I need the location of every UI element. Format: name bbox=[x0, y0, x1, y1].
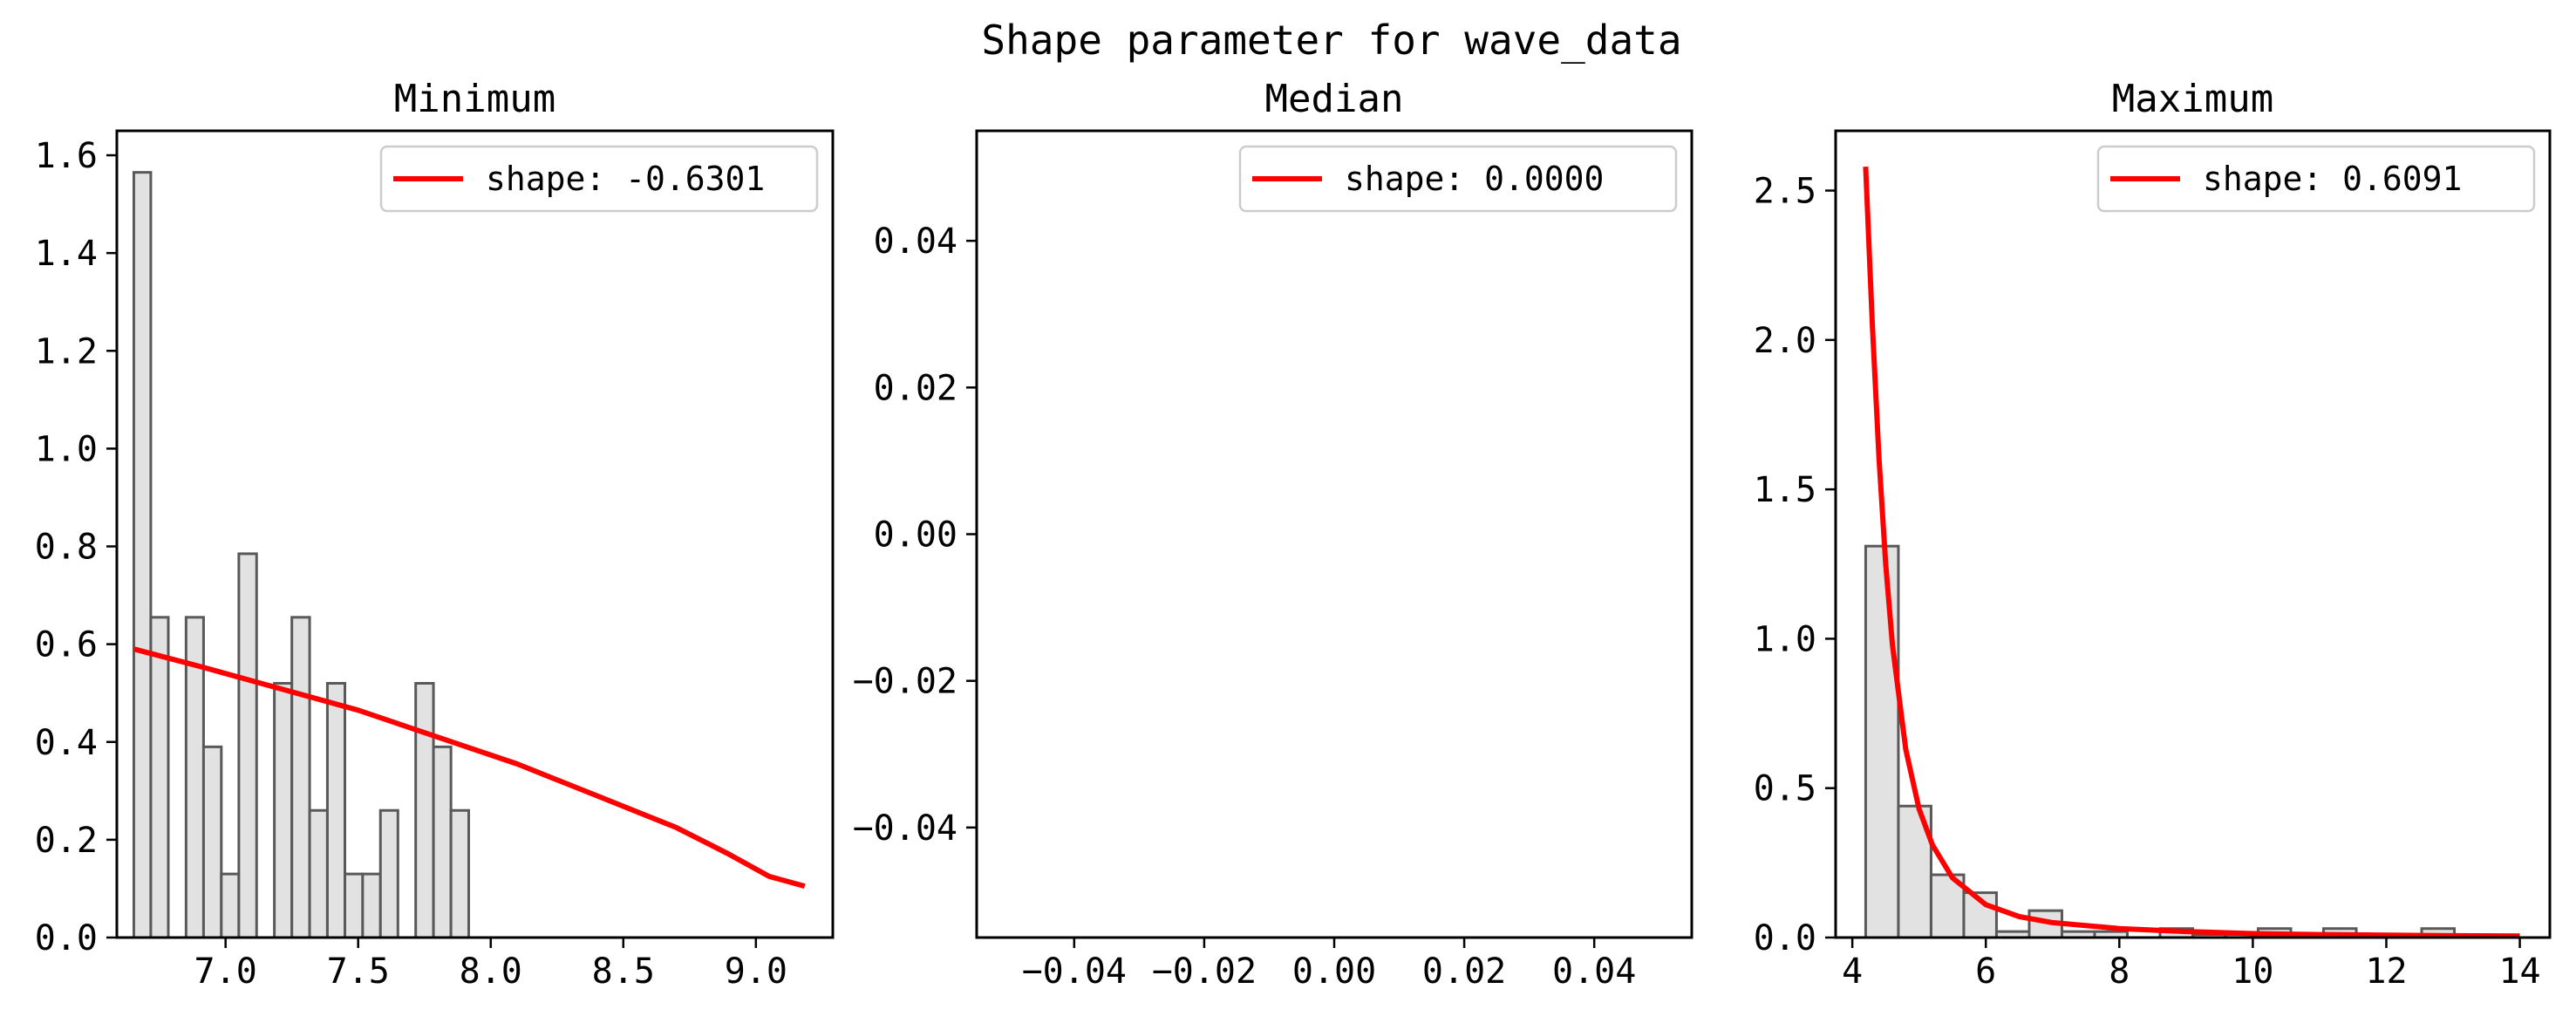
axes-frame bbox=[1834, 129, 2552, 939]
y-tick-label-3: 0.02 bbox=[874, 368, 957, 408]
histogram-bar-0 bbox=[132, 171, 153, 939]
y-tick-label-5: 2.5 bbox=[1754, 172, 1816, 212]
y-tick-label-3: 1.5 bbox=[1754, 470, 1816, 510]
x-tick-label-2: 0.00 bbox=[1292, 951, 1376, 992]
panel-title: Maximum bbox=[2112, 77, 2273, 121]
histogram-bar-1 bbox=[149, 616, 170, 939]
y-tick-label-3: 0.6 bbox=[35, 625, 98, 665]
legend-label: shape: 0.0000 bbox=[1345, 160, 1604, 198]
figure-suptitle: Shape parameter for wave_data bbox=[981, 17, 1681, 64]
y-tick-label-1: −0.02 bbox=[853, 662, 957, 702]
histogram-bar-5 bbox=[2027, 909, 2063, 939]
median-panel: −0.04 −0.02 0.00 0.02 0.04 −0.04 −0.02 0.00 0.02… bbox=[853, 77, 1693, 992]
histogram-bar-8 bbox=[308, 808, 329, 939]
x-tick-label-4: 12 bbox=[2365, 951, 2407, 992]
y-tick-label-4: 2.0 bbox=[1754, 321, 1816, 361]
histogram-bar-3 bbox=[201, 745, 223, 939]
y-tick-label-2: 0.00 bbox=[874, 515, 957, 556]
axes-frame bbox=[115, 129, 835, 939]
x-tick-label-0: −0.04 bbox=[1022, 951, 1127, 992]
x-tick-label-3: 10 bbox=[2232, 951, 2273, 992]
panel-title: Minimum bbox=[394, 77, 555, 121]
histogram-bar-14 bbox=[432, 745, 453, 939]
x-tick-label-4: 0.04 bbox=[1552, 951, 1636, 992]
legend-label: shape: -0.6301 bbox=[486, 160, 765, 198]
y-tick-label-4: 0.8 bbox=[35, 528, 98, 568]
maximum-panel: 4 6 8 10 12 14 0.0 0.5 1.0 1.5 2.0 2.5 Maximum shape:… bbox=[1754, 77, 2552, 992]
y-tick-label-6: 1.2 bbox=[35, 331, 98, 372]
histogram-bar-4 bbox=[220, 872, 241, 939]
x-tick-label-3: 0.02 bbox=[1422, 951, 1506, 992]
y-tick-label-8: 1.6 bbox=[35, 136, 98, 176]
y-tick-label-0: −0.04 bbox=[853, 808, 957, 849]
x-tick-label-0: 7.0 bbox=[194, 951, 257, 992]
histogram-bar-12 bbox=[378, 808, 399, 939]
panel-title: Median bbox=[1265, 77, 1404, 121]
x-tick-label-4: 9.0 bbox=[725, 951, 787, 992]
histogram-bar-11 bbox=[361, 872, 382, 939]
x-tick-label-5: 14 bbox=[2498, 951, 2540, 992]
y-tick-label-7: 1.4 bbox=[35, 234, 98, 274]
axes-frame bbox=[975, 129, 1693, 939]
x-tick-label-1: 6 bbox=[1975, 951, 1996, 992]
y-tick-label-1: 0.5 bbox=[1754, 769, 1816, 809]
x-tick-label-1: −0.02 bbox=[1152, 951, 1257, 992]
fit-curve bbox=[133, 646, 806, 889]
x-tick-label-2: 8.0 bbox=[460, 951, 522, 992]
y-tick-label-0: 0.0 bbox=[1754, 918, 1816, 958]
y-tick-label-0: 0.0 bbox=[35, 918, 98, 958]
histogram-bar-0 bbox=[1864, 544, 1900, 939]
legend: shape: -0.6301 bbox=[379, 145, 819, 213]
histogram-bar-9 bbox=[325, 681, 347, 939]
legend: shape: 0.6091 bbox=[2096, 145, 2536, 213]
legend-box bbox=[2096, 145, 2536, 213]
histogram-bar-13 bbox=[414, 681, 435, 939]
y-tick-label-4: 0.04 bbox=[874, 222, 957, 262]
x-tick-label-0: 4 bbox=[1842, 951, 1863, 992]
y-tick-label-1: 0.2 bbox=[35, 821, 98, 861]
y-tick-label-5: 1.0 bbox=[35, 429, 98, 469]
y-tick-label-2: 1.0 bbox=[1754, 619, 1816, 659]
legend: shape: 0.0000 bbox=[1238, 145, 1678, 213]
legend-box bbox=[379, 145, 819, 213]
histogram-bar-15 bbox=[449, 808, 471, 939]
x-tick-label-1: 7.5 bbox=[327, 951, 390, 992]
histogram-bar-7 bbox=[290, 616, 311, 939]
histogram-bar-6 bbox=[273, 681, 294, 939]
histogram-bar-10 bbox=[344, 872, 365, 939]
legend-box bbox=[1238, 145, 1678, 213]
minimum-panel: 7.0 7.5 8.0 8.5 9.0 0.0 0.2 0.4 0.6 0.8 1.0 1.2 1.4 1… bbox=[35, 77, 835, 992]
fit-curve bbox=[1863, 166, 2520, 939]
x-tick-label-2: 8 bbox=[2109, 951, 2130, 992]
y-tick-label-2: 0.4 bbox=[35, 723, 98, 763]
x-tick-label-3: 8.5 bbox=[592, 951, 655, 992]
legend-label: shape: 0.6091 bbox=[2203, 160, 2462, 198]
histogram-bar-5 bbox=[237, 552, 258, 939]
